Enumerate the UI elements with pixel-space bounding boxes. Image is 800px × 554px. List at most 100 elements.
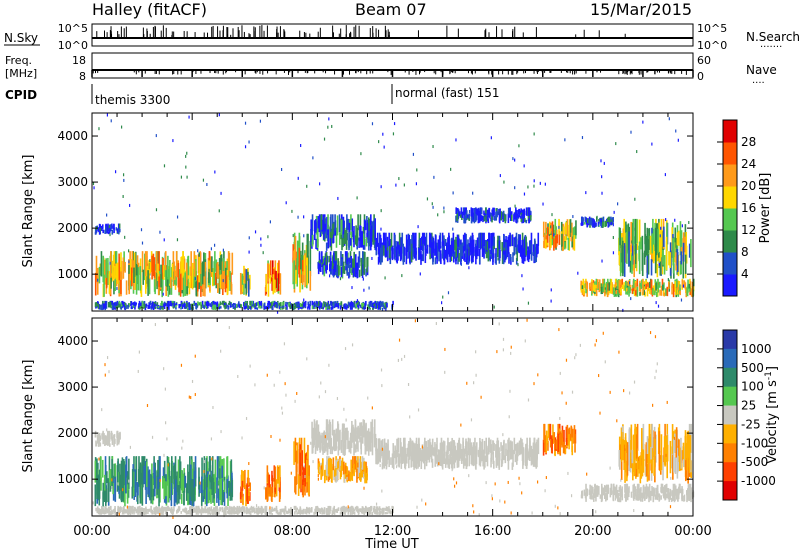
echo-cell (372, 507, 375, 513)
echo-cell (447, 437, 449, 452)
echo-cell (263, 305, 266, 310)
echo-cell (134, 305, 136, 310)
echo-cell (408, 234, 411, 251)
echo-cell (164, 303, 167, 307)
echo-cell (348, 470, 350, 477)
echo-cell (537, 245, 539, 254)
echo-cell (344, 431, 346, 445)
echo-cell (139, 508, 142, 514)
echo-cell (585, 288, 587, 294)
echo-cell (287, 510, 290, 513)
echo-cell (339, 304, 342, 310)
echo-cell (220, 255, 222, 274)
echo-cell (555, 226, 558, 233)
echo-cell (318, 252, 321, 264)
echo-cell (298, 449, 301, 475)
echo-cell (346, 264, 349, 276)
echo-cell (593, 281, 596, 288)
echo-cell (218, 303, 220, 307)
echo-cell (460, 262, 462, 266)
echo-cell (269, 305, 272, 309)
echo-cell (219, 306, 222, 309)
echo-cell (511, 214, 513, 222)
echo-cell (112, 482, 114, 495)
echo-cell (675, 129, 677, 133)
echo-cell (383, 145, 385, 149)
echo-cell (229, 480, 232, 501)
echo-cell (165, 481, 167, 497)
echo-cell (596, 215, 598, 219)
echo-cell (245, 485, 247, 507)
echo-cell (189, 509, 192, 515)
echo-cell (384, 276, 386, 280)
echo-cell (106, 437, 108, 445)
echo-cell (629, 254, 632, 273)
echo-cell (246, 306, 248, 310)
echo-cell (549, 232, 551, 251)
echo-cell (188, 306, 191, 310)
echo-cell (369, 307, 371, 310)
echo-cell (357, 440, 359, 452)
echo-cell (171, 510, 174, 515)
echo-cell (364, 251, 366, 268)
echo-cell (232, 509, 235, 514)
echo-cell (343, 505, 346, 512)
echo-cell (641, 252, 644, 277)
echo-cell (101, 432, 104, 440)
echo-cell (342, 435, 344, 448)
echo-cell (163, 238, 165, 242)
echo-cell (117, 508, 119, 513)
echo-cell (333, 252, 335, 264)
echo-cell (158, 483, 160, 507)
echo-cell (461, 211, 464, 219)
echo-cell (264, 509, 267, 515)
echo-cell (478, 447, 481, 466)
echo-cell (303, 215, 305, 219)
echo-cell (257, 301, 259, 306)
echo-cell (606, 278, 609, 287)
echo-cell (357, 256, 360, 267)
echo-cell (370, 214, 372, 230)
echo-cell (419, 272, 421, 276)
echo-cell (117, 223, 120, 230)
echo-cell (325, 511, 328, 515)
echo-cell (368, 230, 370, 251)
echo-cell (437, 213, 439, 217)
echo-cell (346, 466, 348, 475)
echo-cell (688, 286, 691, 292)
echo-cell (423, 232, 426, 246)
echo-cell (294, 511, 296, 515)
echo-cell (120, 304, 123, 310)
echo-cell (481, 450, 484, 462)
echo-cell (460, 211, 462, 216)
echo-cell (431, 232, 433, 247)
echo-cell (455, 215, 457, 223)
echo-cell (188, 510, 190, 515)
echo-cell (558, 225, 560, 229)
echo-cell (297, 301, 299, 308)
echo-cell (233, 303, 236, 305)
echo-cell (321, 251, 323, 263)
echo-cell (406, 447, 409, 456)
echo-cell (519, 245, 522, 257)
echo-cell (213, 511, 215, 515)
echo-cell (197, 302, 200, 306)
echo-cell (399, 253, 402, 262)
echo-cell (352, 258, 354, 270)
echo-cell (111, 230, 114, 234)
echo-cell (218, 456, 220, 478)
echo-cell (219, 478, 221, 500)
echo-cell (352, 456, 354, 469)
echo-cell (662, 231, 664, 267)
echo-cell (151, 509, 154, 513)
echo-cell (420, 451, 423, 470)
echo-cell (533, 238, 536, 258)
velocity-echo-cells (92, 318, 695, 519)
echo-cell (134, 276, 137, 290)
echo-cell (256, 510, 258, 513)
echo-cell (509, 236, 511, 247)
echo-cell (665, 218, 667, 222)
echo-cell (302, 485, 304, 498)
echo-cell (329, 238, 332, 247)
